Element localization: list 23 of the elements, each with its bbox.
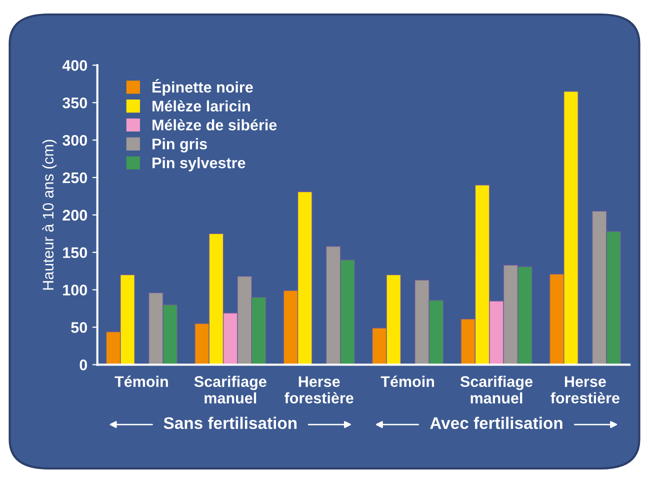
x-tick-label: Témoin (114, 376, 168, 387)
y-tick-label: 200 (62, 210, 88, 221)
x-tick-label: Herse forestière (284, 376, 354, 404)
legend-label: Mélèze laricin (152, 100, 250, 112)
legend-label: Pin sylvestre (152, 157, 246, 172)
y-tick-label: 350 (62, 98, 88, 108)
y-tick-label: 400 (62, 60, 88, 71)
legend-label: Épinette noire (152, 78, 253, 96)
legend-label: Pin gris (152, 138, 207, 152)
text: Sans fertilisation (164, 416, 297, 430)
y-tick-label: 250 (62, 172, 88, 184)
y-tick-label: 50 (71, 322, 88, 333)
x-tick-label: Herse forestière (550, 376, 620, 404)
y-axis-title: Hauteur à 10 ans (cm) (42, 140, 57, 290)
x-tick-label: Scarifiage manuel (194, 376, 266, 404)
x-tick-label: Scarifiage manuel (460, 376, 532, 404)
y-tick-label: 0 (80, 360, 87, 370)
x-tick-label: Témoin (380, 376, 434, 387)
text: Avec fertilisation (430, 416, 562, 430)
y-tick-label: 100 (63, 284, 88, 296)
legend-label: Mélèze de sibérie (152, 119, 277, 130)
y-tick-label: 300 (62, 134, 88, 146)
y-tick-label: 150 (63, 247, 88, 258)
